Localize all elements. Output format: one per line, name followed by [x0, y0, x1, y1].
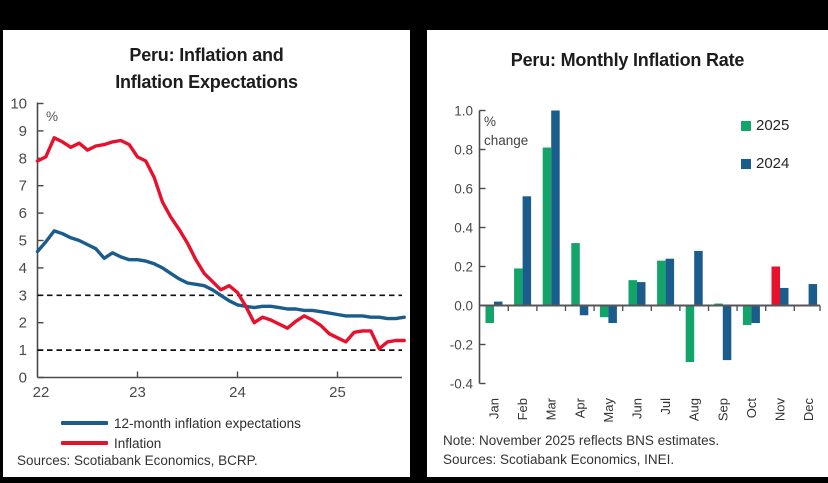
svg-text:Apr: Apr [572, 397, 587, 418]
svg-text:Jun: Jun [630, 398, 645, 419]
bar-2025-Apr [571, 243, 580, 306]
svg-text:7: 7 [19, 178, 27, 195]
bar-2024-Jan [494, 301, 503, 306]
right-chart-legend: 2025 2024 [741, 117, 789, 193]
svg-text:%: % [46, 109, 58, 124]
bar-2024-Sep [722, 305, 732, 361]
bar-2025-Nov [771, 266, 780, 306]
bar-2025-Sep [714, 303, 723, 306]
left-chart-title-line2: Inflation Expectations [115, 72, 298, 92]
svg-text:Oct: Oct [744, 398, 759, 419]
svg-text:Jan: Jan [487, 398, 502, 419]
svg-text:0.0: 0.0 [454, 299, 473, 314]
left-chart-source: Sources: Scotiabank Economics, BCRP. [17, 453, 258, 468]
left-chart-legend: 12-month inflation expectations Inflatio… [61, 413, 301, 453]
svg-text:23: 23 [129, 384, 146, 401]
bar-2024-Feb [522, 196, 532, 306]
bar-2024-Apr [579, 305, 589, 316]
svg-text:0.4: 0.4 [454, 221, 473, 236]
2025-bar-swatch-icon [741, 120, 751, 131]
bar-2025-Jun [628, 280, 637, 306]
inflation-line-swatch-icon [61, 441, 108, 445]
svg-text:25: 25 [329, 384, 346, 401]
12-month-inflation-expectations-line [35, 229, 406, 321]
bar-2024-Dec [808, 284, 818, 306]
svg-text:Jul: Jul [658, 398, 673, 415]
svg-text:8: 8 [19, 150, 27, 167]
inflation-expectations-chart-panel: 0 1 2 3 4 5 6 7 8 9 10% 22 23 24 25 Peru: Inflation an… [3, 30, 410, 477]
svg-text:Nov: Nov [773, 398, 788, 422]
bar-2024-Mar [551, 110, 560, 306]
bar-2025-Aug [685, 305, 695, 363]
bar-2024-Jul [665, 258, 675, 306]
expectations-line-swatch-icon [61, 421, 108, 425]
svg-text:24: 24 [229, 384, 246, 401]
svg-text:1.0: 1.0 [454, 104, 473, 119]
svg-text:0.8: 0.8 [454, 143, 473, 158]
legend-item-2024: 2024 [741, 155, 789, 172]
legend-item-expectations: 12-month inflation expectations [61, 413, 301, 433]
left-chart-title-line1: Peru: Inflation and [129, 45, 284, 65]
right-chart-source: Sources: Scotiabank Economics, INEI. [443, 452, 675, 467]
left-chart-title: Peru: Inflation and Inflation Expectatio… [3, 42, 410, 96]
svg-text:0.2: 0.2 [454, 260, 473, 275]
bar-2025-Oct [742, 305, 752, 325]
svg-text:6: 6 [19, 205, 27, 222]
legend-item-2025: 2025 [741, 117, 789, 134]
bar-2024-Oct [751, 305, 760, 324]
bar-2024-Aug [694, 250, 703, 306]
legend-label-2025: 2025 [756, 117, 790, 134]
2024-bar-swatch-icon [741, 158, 751, 169]
bar-2025-Feb [514, 268, 523, 306]
svg-text:May: May [601, 398, 616, 423]
svg-text:-0.4: -0.4 [450, 377, 474, 392]
svg-text:%: % [484, 114, 496, 129]
bar-2025-May [599, 305, 609, 318]
right-chart-title: Peru: Monthly Inflation Rate [510, 50, 745, 70]
svg-text:10: 10 [10, 96, 27, 113]
bar-2025-Jul [657, 260, 666, 306]
svg-text:0.6: 0.6 [454, 182, 473, 197]
bar-2024-Nov [780, 287, 789, 306]
svg-text:Aug: Aug [687, 398, 702, 421]
svg-text:22: 22 [33, 384, 50, 401]
legend-label-inflation: Inflation [114, 435, 162, 451]
svg-text:Feb: Feb [515, 398, 530, 420]
svg-text:3: 3 [19, 287, 27, 304]
svg-text:5: 5 [19, 233, 27, 250]
svg-text:Sep: Sep [715, 398, 730, 421]
bar-2025-Mar [542, 147, 552, 306]
svg-text:9: 9 [19, 123, 27, 140]
monthly-inflation-bar-chart: 1.0 0.8 0.6 0.4 0.2 0.0 -0.2 -0.4% change Jan Feb M… [450, 104, 821, 423]
right-chart-note: Note: November 2025 reflects BNS estimat… [443, 433, 720, 448]
svg-text:1: 1 [19, 342, 27, 359]
svg-text:Mar: Mar [544, 397, 559, 420]
svg-text:0: 0 [19, 370, 27, 387]
svg-text:Dec: Dec [801, 398, 816, 422]
svg-text:change: change [484, 133, 528, 148]
bar-2025-Jan [485, 305, 494, 324]
inflation-line [35, 136, 406, 351]
legend-item-inflation: Inflation [61, 433, 301, 453]
svg-text:4: 4 [19, 260, 27, 277]
legend-label-2024: 2024 [756, 155, 790, 172]
svg-text:2: 2 [19, 315, 27, 332]
svg-text:-0.2: -0.2 [450, 338, 473, 353]
monthly-inflation-chart-panel: 1.0 0.8 0.6 0.4 0.2 0.0 -0.2 -0.4% change Jan Feb M… [427, 30, 828, 477]
legend-label-expectations: 12-month inflation expectations [114, 415, 301, 431]
bar-2024-Jun [637, 282, 646, 306]
bar-2024-May [608, 305, 617, 324]
